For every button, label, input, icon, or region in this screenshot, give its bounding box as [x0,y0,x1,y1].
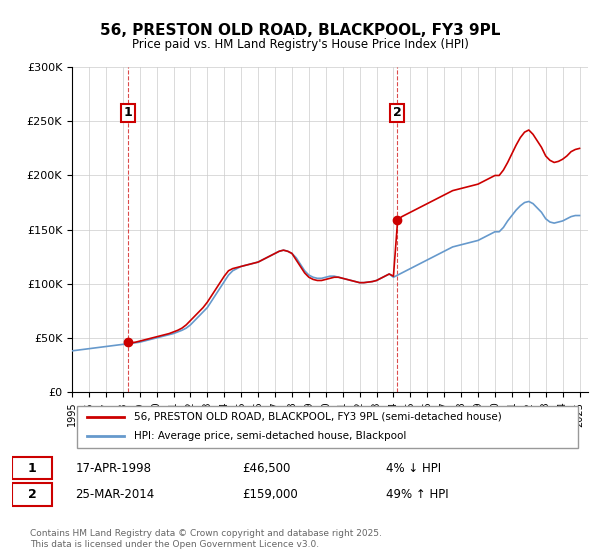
Text: 4% ↓ HPI: 4% ↓ HPI [386,461,442,475]
Text: £46,500: £46,500 [242,461,291,475]
FancyBboxPatch shape [12,483,52,506]
Text: 1: 1 [123,106,132,119]
FancyBboxPatch shape [12,457,52,479]
Text: 49% ↑ HPI: 49% ↑ HPI [386,488,449,501]
FancyBboxPatch shape [77,405,578,449]
Text: Contains HM Land Registry data © Crown copyright and database right 2025.
This d: Contains HM Land Registry data © Crown c… [30,529,382,549]
Text: 25-MAR-2014: 25-MAR-2014 [76,488,155,501]
Text: 2: 2 [393,106,402,119]
Text: 56, PRESTON OLD ROAD, BLACKPOOL, FY3 9PL (semi-detached house): 56, PRESTON OLD ROAD, BLACKPOOL, FY3 9PL… [134,412,502,422]
Text: 2: 2 [28,488,37,501]
Text: Price paid vs. HM Land Registry's House Price Index (HPI): Price paid vs. HM Land Registry's House … [131,38,469,52]
Text: 17-APR-1998: 17-APR-1998 [76,461,151,475]
Text: £159,000: £159,000 [242,488,298,501]
Text: HPI: Average price, semi-detached house, Blackpool: HPI: Average price, semi-detached house,… [134,431,406,441]
Text: 1: 1 [28,461,37,475]
Text: 56, PRESTON OLD ROAD, BLACKPOOL, FY3 9PL: 56, PRESTON OLD ROAD, BLACKPOOL, FY3 9PL [100,24,500,38]
